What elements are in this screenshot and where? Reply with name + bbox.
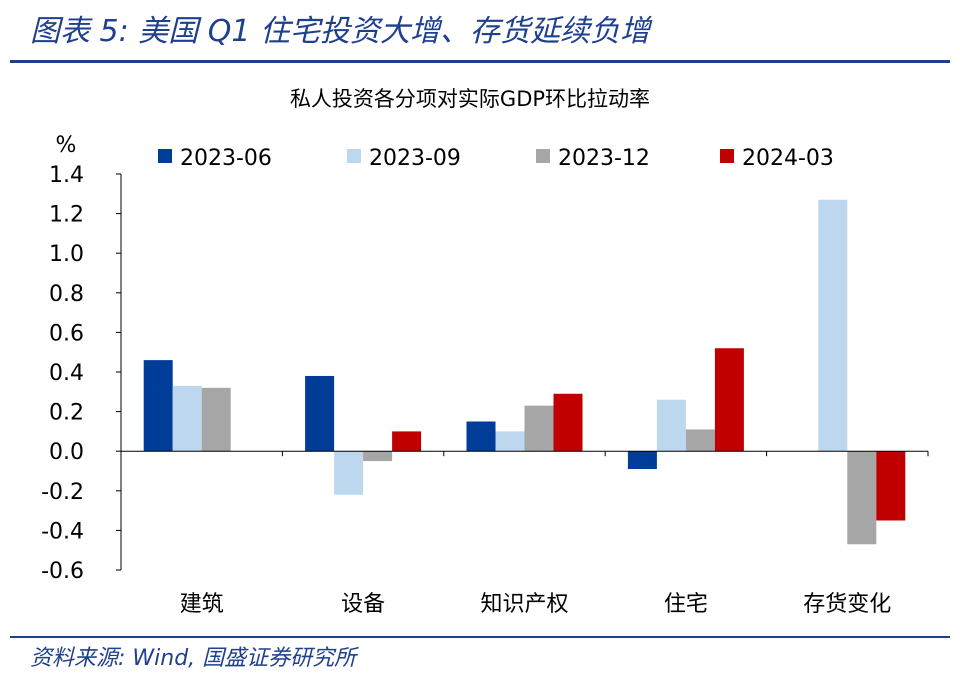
y-axis-unit-label: % (56, 133, 77, 158)
bar (685, 429, 715, 452)
legend-swatch (720, 149, 734, 163)
x-category-label: 建筑 (180, 592, 224, 617)
bar (392, 431, 422, 452)
legend-swatch (158, 149, 172, 163)
bar (818, 199, 848, 452)
bar (714, 348, 744, 452)
source-note: 资料来源: Wind, 国盛证券研究所 (30, 646, 357, 671)
bar (334, 451, 364, 495)
x-category-label: 知识产权 (480, 592, 568, 617)
bar (363, 451, 393, 462)
legend-swatch (536, 149, 550, 163)
x-category-label: 存货变化 (803, 592, 891, 617)
bar (466, 421, 496, 452)
legend-label: 2023-12 (558, 146, 650, 171)
legend-label: 2023-06 (180, 146, 272, 171)
bottom-divider (10, 636, 950, 638)
bar (553, 393, 583, 452)
x-category-label: 住宅 (664, 592, 708, 617)
bar (656, 399, 686, 452)
bar (305, 375, 335, 452)
bar-chart: 私人投资各分项对实际GDP环比拉动率 % 2023-06 2023-09 2023-… (41, 87, 929, 617)
chart-title: 私人投资各分项对实际GDP环比拉动率 (290, 87, 650, 111)
x-axis: 建筑 设备 知识产权 住宅 存货变化 (120, 450, 929, 617)
bar (143, 360, 173, 452)
bar (847, 451, 877, 545)
y-tick-label: 0.2 (49, 401, 84, 426)
figure-title: 图表 5: 美国 Q1 住宅投资大增、存货延续负增 (30, 14, 651, 49)
y-tick-label: 0.4 (49, 361, 84, 386)
y-tick-label: 1.4 (49, 163, 84, 188)
y-tick-label: -0.6 (41, 559, 84, 584)
x-category-label: 设备 (341, 592, 385, 617)
y-tick-label: -0.2 (41, 480, 84, 505)
y-tick-label: 0.6 (49, 321, 84, 346)
bars (143, 199, 906, 545)
bar (495, 431, 525, 452)
y-tick-label: 1.0 (49, 242, 84, 267)
bar (172, 385, 202, 452)
bar (524, 405, 554, 452)
legend-label: 2023-09 (369, 146, 461, 171)
legend: 2023-06 2023-09 2023-12 2024-03 (158, 146, 834, 171)
y-tick-label: 0.8 (49, 282, 84, 307)
y-tick-label: 1.2 (49, 203, 84, 228)
bar (201, 387, 231, 452)
y-axis: 1.4 1.2 1.0 0.8 0.6 0.4 0.2 0.0 -0.2 -0.4 -0.6 (41, 163, 122, 584)
legend-label: 2024-03 (742, 146, 834, 171)
y-tick-label: 0.0 (49, 440, 84, 465)
y-tick-label: -0.4 (41, 519, 84, 544)
bar (876, 451, 906, 521)
legend-swatch (347, 149, 361, 163)
bar (627, 451, 657, 470)
top-divider (10, 60, 950, 63)
